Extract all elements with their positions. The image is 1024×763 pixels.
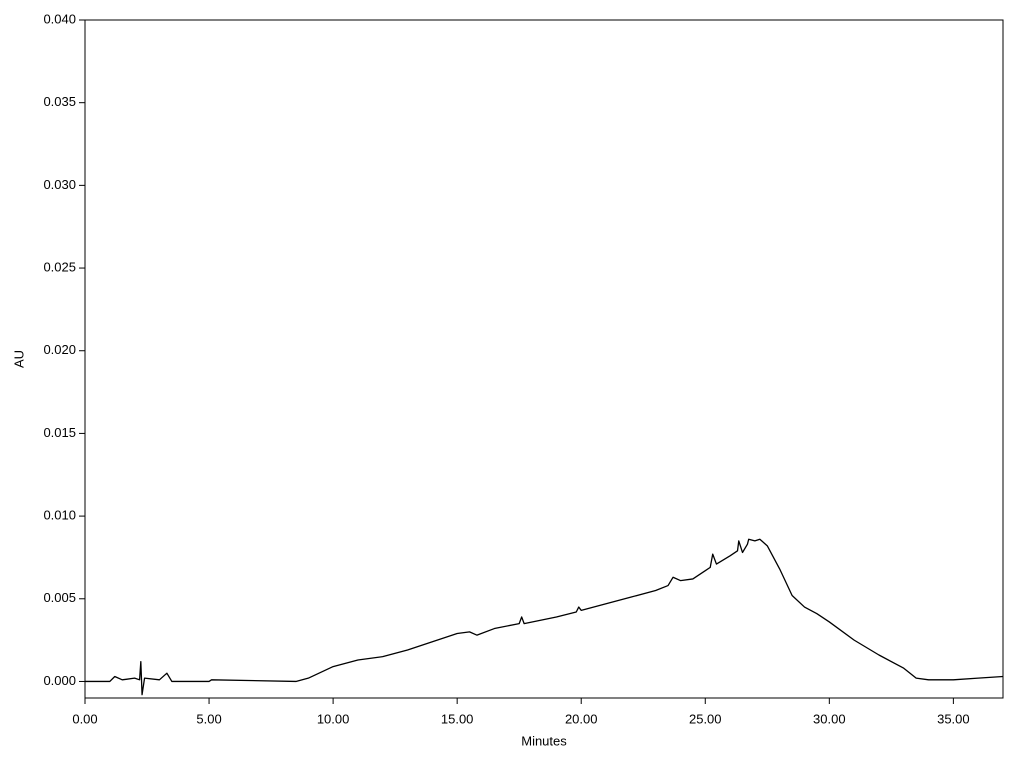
x-tick-label: 20.00 bbox=[565, 711, 598, 726]
x-tick-label: 25.00 bbox=[689, 711, 722, 726]
x-axis-label: Minutes bbox=[521, 733, 567, 748]
y-tick-label: 0.035 bbox=[43, 94, 76, 109]
data-line bbox=[85, 538, 1004, 696]
y-tick-label: 0.020 bbox=[43, 342, 76, 357]
x-tick-label: 0.00 bbox=[72, 711, 97, 726]
x-tick-label: 30.00 bbox=[813, 711, 846, 726]
y-tick-label: 0.015 bbox=[43, 425, 76, 440]
y-tick-label: 0.030 bbox=[43, 177, 76, 192]
x-tick-label: 15.00 bbox=[441, 711, 474, 726]
x-tick-label: 10.00 bbox=[317, 711, 350, 726]
y-tick-label: 0.000 bbox=[43, 673, 76, 688]
x-tick-label: 35.00 bbox=[937, 711, 970, 726]
y-axis-label: AU bbox=[11, 350, 26, 368]
y-tick-label: 0.005 bbox=[43, 590, 76, 605]
x-tick-label: 5.00 bbox=[196, 711, 221, 726]
plot-frame bbox=[84, 19, 1004, 699]
y-tick-label: 0.010 bbox=[43, 508, 76, 523]
y-tick-label: 0.025 bbox=[43, 259, 76, 274]
y-tick-label: 0.040 bbox=[43, 11, 76, 26]
